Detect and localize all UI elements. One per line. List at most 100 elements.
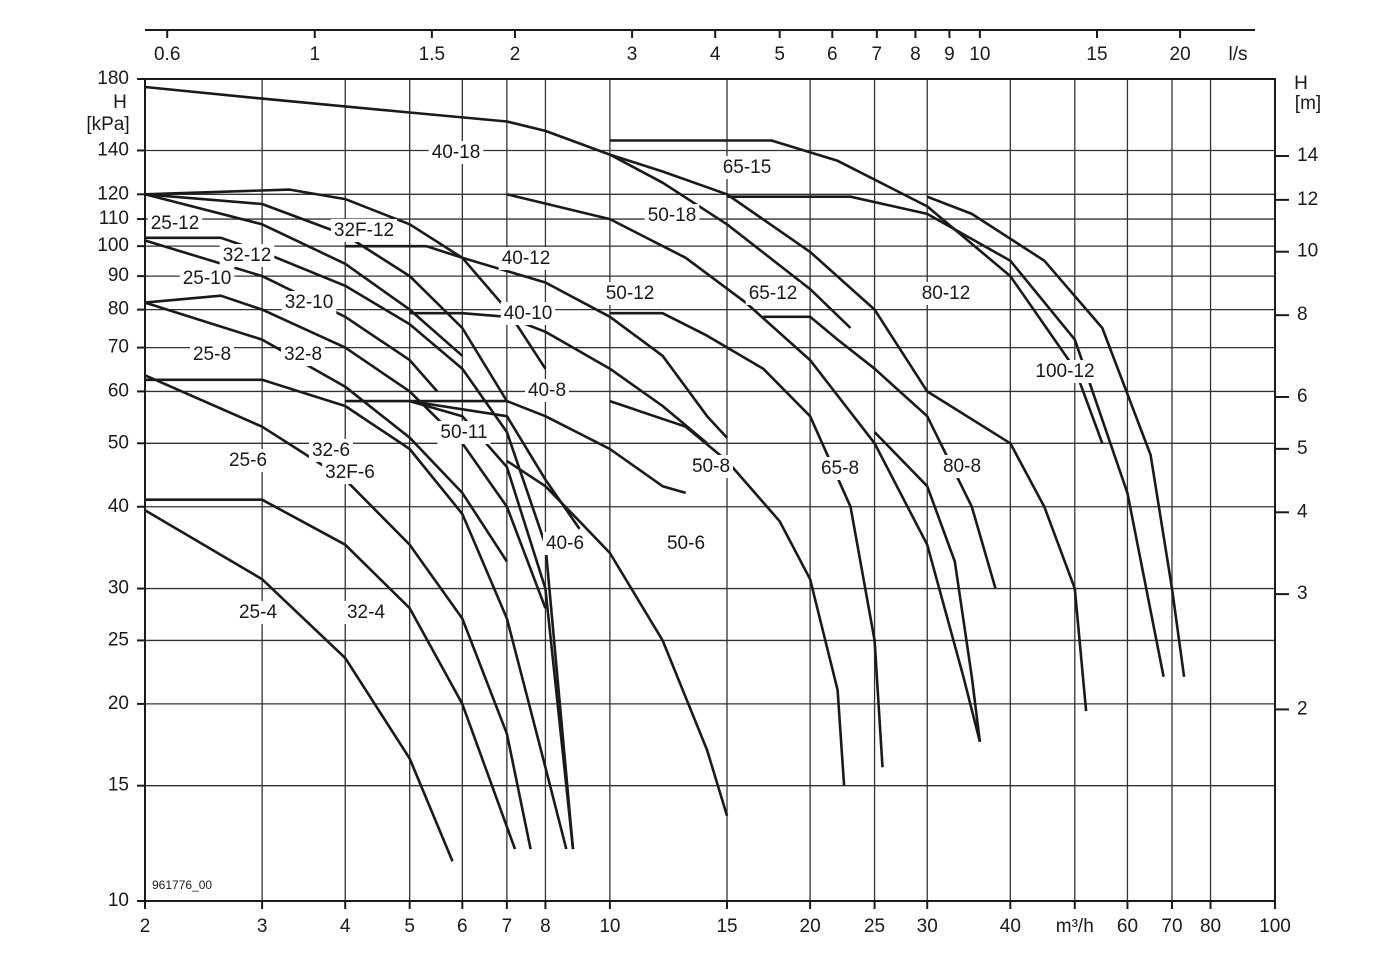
curve-label: 80-8 — [943, 456, 981, 477]
pump-curve — [144, 294, 547, 609]
curve-label: 50-12 — [606, 283, 655, 304]
pump-curve — [506, 459, 729, 817]
x2-tick-label: 15 — [1086, 44, 1107, 65]
x-tick-label: 25 — [864, 916, 885, 937]
curve-label: 25-4 — [239, 602, 277, 623]
y-tick-label: 80 — [108, 299, 129, 320]
x-tick-label: 30 — [917, 916, 938, 937]
curve-label-bg — [147, 212, 203, 236]
curves — [144, 85, 1186, 862]
y2-tick-label: 12 — [1297, 189, 1318, 210]
pump-curve — [345, 244, 728, 439]
pump-curve — [144, 374, 532, 850]
pump-curve — [409, 311, 708, 445]
curve-label-bg — [235, 601, 281, 625]
curve-label-bg — [663, 532, 709, 556]
curve-label-bg — [524, 379, 570, 403]
y2-tick-label: 10 — [1297, 241, 1318, 262]
plot-frame — [144, 78, 1276, 902]
y2-tick-label: 5 — [1297, 438, 1308, 459]
curve-label: 32-6 — [312, 440, 350, 461]
curve-label-bg — [308, 439, 354, 463]
curve-label-bg — [428, 141, 484, 165]
y-tick-label: 110 — [99, 208, 129, 229]
y-tick-label: 50 — [108, 432, 129, 453]
pump-curve — [144, 193, 509, 402]
figure-code: 961776_00 — [152, 878, 212, 892]
pump-curve — [145, 498, 517, 850]
curve-label-bg — [745, 282, 801, 306]
y2-tick-label: 4 — [1297, 501, 1308, 522]
y2-axis-label: H — [1294, 73, 1308, 94]
pump-curve — [409, 399, 687, 495]
axes: 2 3 4 5 6 7 8 10 15 20 25 30 40 m³/h 60 70 80 10010152025… — [86, 29, 1321, 937]
pump-curve — [145, 378, 568, 850]
y-tick-label: 120 — [97, 183, 129, 204]
curve-label: 50-6 — [667, 533, 705, 554]
x-tick-label: 4 — [340, 916, 351, 937]
x2-tick-label: 20 — [1170, 44, 1191, 65]
y2-tick-label: 8 — [1297, 304, 1308, 325]
curve-label-bg — [939, 455, 985, 479]
y-tick-label: 90 — [108, 265, 129, 286]
pump-curve — [144, 301, 508, 563]
x2-tick-label: 10 — [969, 44, 990, 65]
curve-label: 40-10 — [504, 303, 553, 324]
curve-label-bg — [500, 302, 556, 326]
x2-tick-label: 3 — [627, 44, 638, 65]
curve-label-bg — [817, 457, 863, 481]
curve-label: 32F-6 — [325, 462, 375, 483]
curve-label-bg — [281, 291, 337, 315]
x-tick-label: m³/h — [1056, 916, 1094, 937]
curve-label-bg — [644, 204, 700, 228]
y-tick-label: 70 — [108, 337, 129, 358]
curve-label: 65-8 — [821, 458, 859, 479]
pump-curve — [727, 195, 1165, 678]
y-tick-label: 140 — [97, 139, 129, 160]
pump-curve — [609, 311, 884, 768]
y-tick-label: 10 — [108, 890, 129, 911]
y-tick-label: 20 — [108, 693, 129, 714]
curve-label-bg — [719, 156, 775, 180]
y-tick-label: 25 — [108, 629, 129, 650]
y-tick-label: 100 — [97, 235, 129, 256]
curve-label: 50-11 — [440, 422, 487, 443]
curve-label-bg — [219, 244, 275, 268]
x2-tick-label: 7 — [872, 44, 883, 65]
pump-curve — [609, 139, 1104, 444]
pump-curve — [873, 431, 982, 742]
curve-label: 40-18 — [432, 142, 481, 163]
curve-label: 40-8 — [528, 380, 566, 401]
grid — [144, 78, 1276, 902]
x-tick-label: 70 — [1161, 916, 1182, 937]
x2-tick-label: 0.6 — [154, 44, 180, 65]
pump-curve — [926, 195, 1186, 677]
x2-tick-label: 1 — [309, 44, 320, 65]
y2-tick-label: 6 — [1297, 386, 1308, 407]
y2-axis-label: [m] — [1295, 93, 1321, 114]
curve-label: 40-12 — [502, 248, 551, 269]
x-tick-label: 100 — [1259, 916, 1291, 937]
pump-curve — [763, 315, 997, 589]
pump-curve — [145, 236, 575, 850]
x-tick-label: 15 — [716, 916, 737, 937]
curve-label: 50-8 — [692, 456, 730, 477]
pump-curve — [506, 193, 982, 743]
curve-label: 25-6 — [229, 450, 267, 471]
x2-tick-label: 1.5 — [419, 44, 445, 65]
x-tick-label: 20 — [800, 916, 821, 937]
x-tick-label: 80 — [1200, 916, 1221, 937]
curve-label: 32-4 — [347, 602, 385, 623]
curve-label: 40-6 — [546, 533, 584, 554]
y-tick-label: 60 — [108, 380, 129, 401]
curve-label: 32-10 — [285, 292, 334, 313]
x-tick-label: 40 — [1000, 916, 1021, 937]
curve-label-bg — [280, 343, 326, 367]
y-tick-label: 40 — [108, 496, 129, 517]
x2-tick-label: 9 — [944, 44, 955, 65]
curve-label: 32-8 — [284, 344, 322, 365]
pump-curve — [144, 509, 454, 862]
curve-label: 25-8 — [193, 344, 231, 365]
x2-axis-label: l/s — [1229, 44, 1248, 65]
